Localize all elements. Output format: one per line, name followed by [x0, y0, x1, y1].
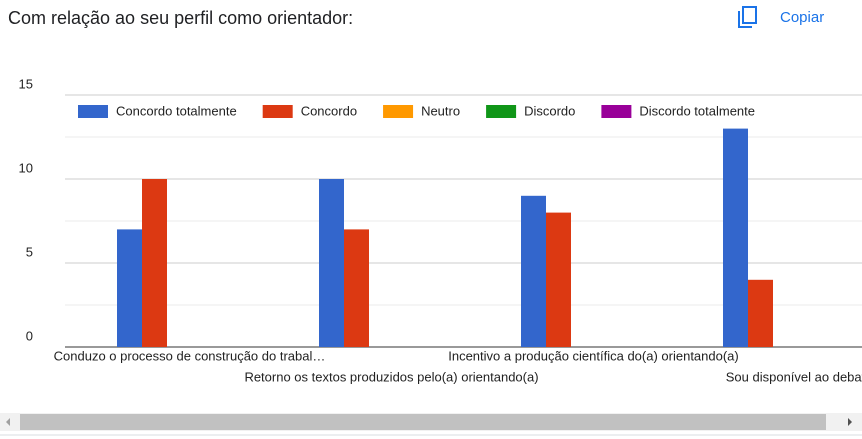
scroll-left[interactable] — [6, 418, 10, 426]
legend-label: Discordo — [524, 103, 575, 118]
x-tick-label: Conduzo o processo de construção do trab… — [54, 348, 326, 363]
legend-swatch — [78, 105, 108, 118]
x-tick-label: Sou disponível ao debat — [726, 369, 862, 384]
bar — [319, 179, 344, 347]
y-tick-label: 5 — [26, 244, 33, 259]
scrollbar-thumb[interactable] — [20, 414, 826, 430]
bar — [117, 229, 142, 347]
copy-icon — [742, 6, 757, 24]
x-tick-label: Retorno os textos produzidos pelo(a) ori… — [244, 369, 538, 384]
bar — [748, 279, 773, 347]
copy-icon — [738, 11, 752, 28]
legend-label: Concordo totalmente — [116, 103, 237, 118]
bar — [521, 195, 546, 347]
legend-label: Concordo — [301, 103, 357, 118]
legend-label: Neutro — [421, 103, 460, 118]
copy-button[interactable]: Copiar — [738, 6, 824, 28]
bar — [723, 128, 748, 347]
bar — [344, 229, 369, 347]
question-title: Com relação ao seu perfil como orientado… — [8, 8, 353, 28]
copy-label[interactable]: Copiar — [780, 9, 824, 26]
legend-swatch — [262, 105, 293, 118]
legend-swatch — [383, 105, 414, 118]
bar — [546, 212, 571, 347]
x-tick-label: Incentivo a produção científica do(a) or… — [448, 348, 739, 363]
legend-swatch — [601, 105, 632, 118]
y-tick-label: 15 — [19, 76, 33, 91]
y-tick-label: 0 — [26, 328, 33, 343]
scroll-right[interactable] — [848, 418, 852, 426]
legend-swatch — [486, 105, 517, 118]
legend-label: Discordo totalmente — [639, 103, 755, 118]
bar — [142, 179, 167, 347]
y-tick-label: 10 — [19, 160, 33, 175]
